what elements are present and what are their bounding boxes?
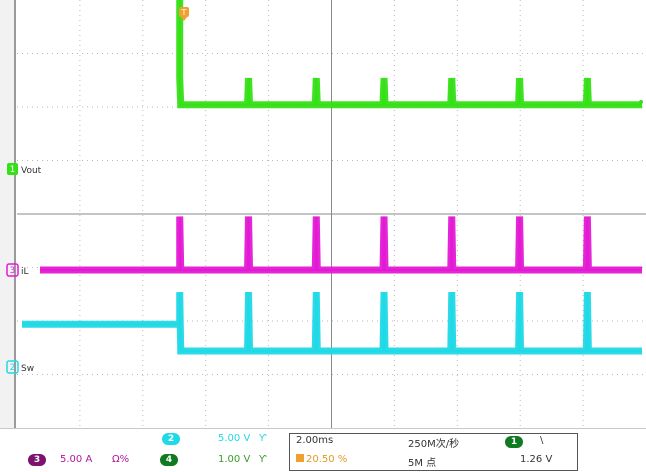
trigger-marker-label: T <box>181 8 187 17</box>
waveform-traces <box>22 0 642 355</box>
trace-il <box>40 216 642 274</box>
trigger-level-dot <box>639 100 643 104</box>
left-edge-line <box>14 0 16 471</box>
ch3-ground-marker[interactable]: 3 <box>6 263 19 277</box>
ch4-bandwidth-icon: Ƴ <box>259 454 267 465</box>
trigger-position-marker[interactable]: T <box>179 7 189 17</box>
timebase-value: 2.00ms <box>296 435 334 446</box>
record-length: 5M 点 <box>408 458 437 469</box>
ch2-badge[interactable]: 2 <box>162 433 180 445</box>
trigger-position-value: 20.50 % <box>306 454 348 465</box>
timebase-panel[interactable]: 2.00ms 20.50 % 250M次/秒 5M 点 1 \ 1.26 V <box>289 433 578 471</box>
il-label: iL <box>21 267 29 277</box>
trigger-position: 20.50 % <box>296 454 347 465</box>
ch1-ground-marker[interactable]: 1 <box>7 163 18 175</box>
ch2-marker-label: 2 <box>10 363 16 373</box>
ch2-scale: 5.00 V <box>218 433 251 444</box>
trigger-level: 1.26 V <box>520 454 553 465</box>
sample-rate: 250M次/秒 <box>408 439 460 450</box>
ch3-marker-label: 3 <box>10 266 16 276</box>
graticule <box>17 0 646 428</box>
trigger-position-icon <box>296 454 304 462</box>
trace-core-sw <box>22 292 642 352</box>
ch2-ground-marker[interactable]: 2 <box>6 360 19 374</box>
channel-markers: T 1 Vout 3 iL 2 Sw <box>6 7 643 374</box>
ch3-scale: 5.00 A <box>60 454 93 465</box>
left-edge-strip <box>0 0 14 471</box>
sw-label: Sw <box>21 364 34 374</box>
trigger-channel-badge[interactable]: 1 <box>505 436 523 448</box>
ch2-bandwidth-icon: Ƴ <box>259 433 267 444</box>
ch4-badge[interactable]: 4 <box>160 454 178 466</box>
ch3-badge[interactable]: 3 <box>28 454 46 466</box>
ch1-marker-label: 1 <box>10 165 16 175</box>
trigger-arrow-icon <box>181 17 187 21</box>
vout-label: Vout <box>21 166 42 176</box>
trigger-slope-icon: \ <box>540 435 544 446</box>
ch3-percent: Ω% <box>112 454 130 465</box>
status-bar: 2 5.00 V Ƴ 3 5.00 A Ω% 4 1.00 V Ƴ 2.00ms… <box>0 428 646 472</box>
ch4-scale: 1.00 V <box>218 454 251 465</box>
trace-core-il <box>40 216 642 271</box>
trace-core-vout <box>178 0 642 106</box>
